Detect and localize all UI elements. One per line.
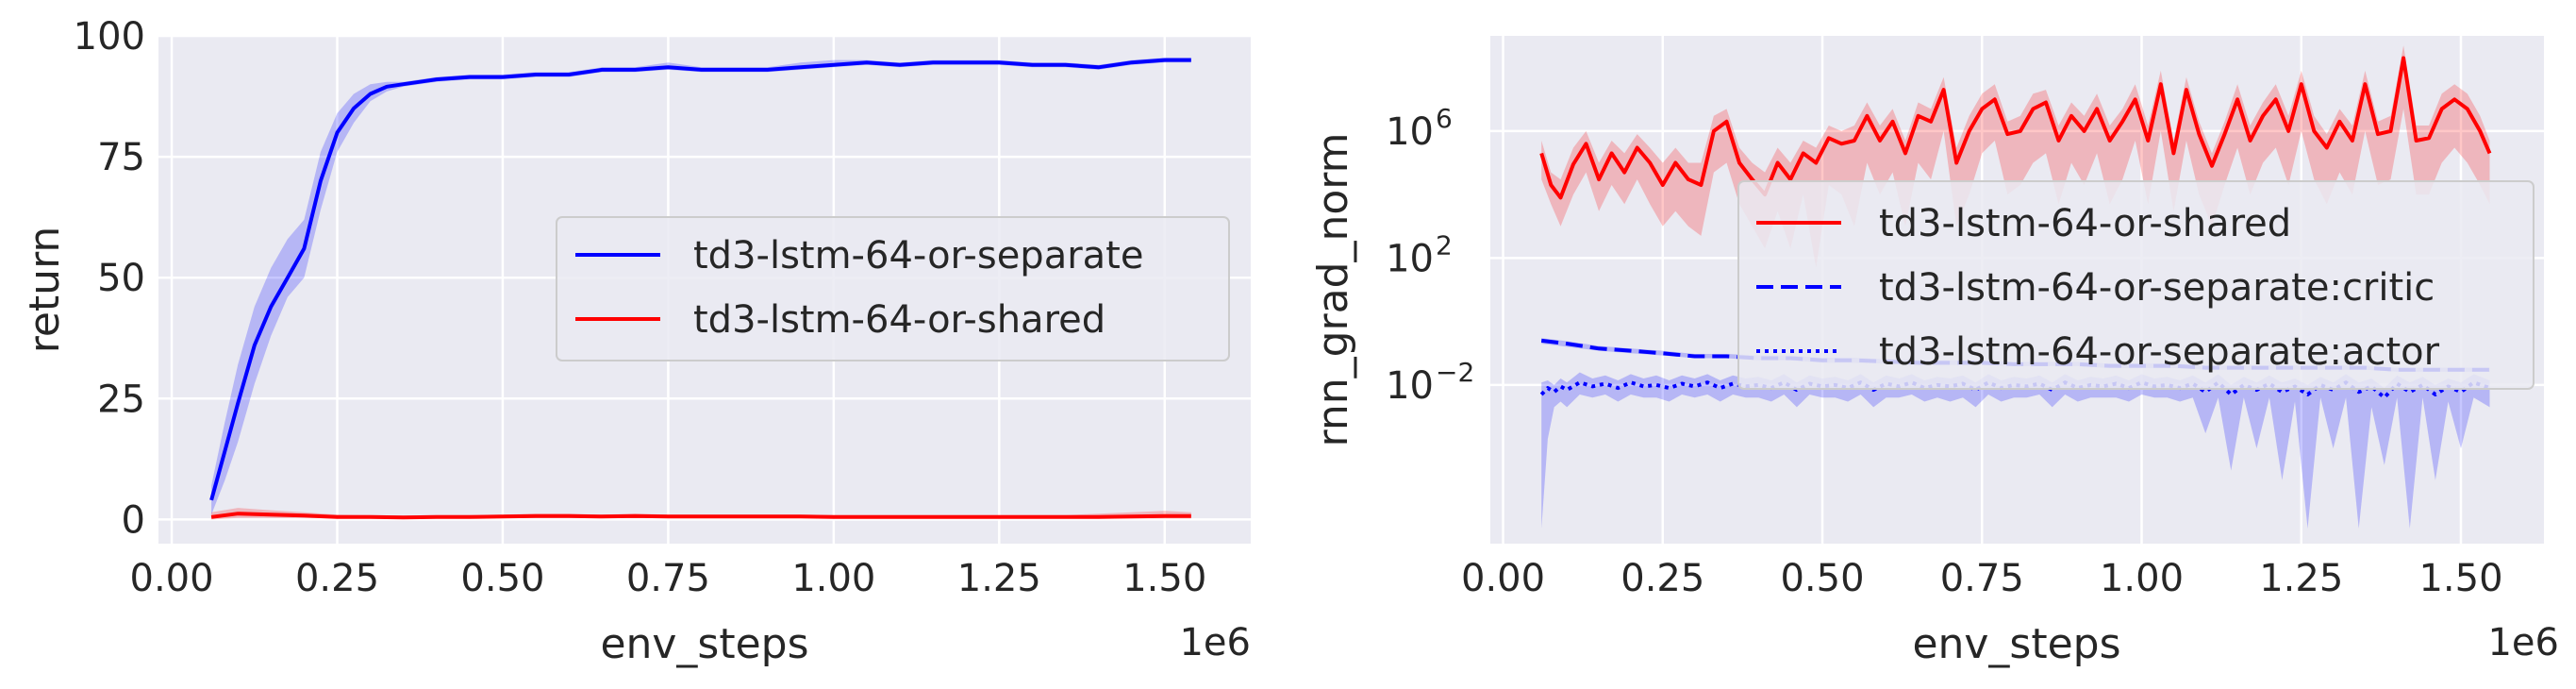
legend-label-shared: td3-lstm-64-or-shared xyxy=(693,298,1105,342)
x-tick-label: 0.25 xyxy=(295,557,379,600)
x-tick-label: 1.50 xyxy=(1122,557,1206,600)
x-offset-label: 1e6 xyxy=(2487,621,2559,664)
series-line xyxy=(210,512,1191,520)
y-axis-label: rnn_grad_norm xyxy=(1309,133,1357,447)
legend-box xyxy=(556,216,1230,361)
confidence-band xyxy=(1541,372,2490,529)
x-tick-label: 0.75 xyxy=(626,557,710,600)
series-line xyxy=(1539,56,2492,200)
y-tick-label: 100 xyxy=(74,15,145,59)
y-axis-label: return xyxy=(21,227,69,354)
x-tick-labels: 0.00 0.25 0.50 0.75 1.00 1.25 1.50 xyxy=(130,557,1207,600)
y-tick-exponent: 6 xyxy=(1436,103,1453,134)
x-tick-label: 0.75 xyxy=(1940,557,2024,600)
legend: td3-lstm-64-or-separate td3-lstm-64-or-s… xyxy=(556,216,1230,361)
x-tick-label: 1.50 xyxy=(2418,557,2502,600)
x-tick-labels: 0.00 0.25 0.50 0.75 1.00 1.25 1.50 xyxy=(1461,557,2503,600)
y-tick-exponent: 2 xyxy=(1436,229,1453,260)
x-tick-label: 1.25 xyxy=(2259,557,2343,600)
legend-box xyxy=(1737,180,2534,390)
x-tick-label: 1.25 xyxy=(957,557,1041,600)
legend-label-actor: td3-lstm-64-or-separate:actor xyxy=(1879,330,2440,374)
series-line xyxy=(209,58,1191,501)
series-lines xyxy=(209,58,1191,520)
legend-label-separate: td3-lstm-64-or-separate xyxy=(693,234,1143,277)
x-tick-label: 0.50 xyxy=(1780,557,1864,600)
y-tick-label: 25 xyxy=(97,378,145,421)
y-tick-label: 10 xyxy=(1386,364,1434,408)
y-tick-labels: 0 25 50 75 100 xyxy=(74,15,145,542)
x-tick-label: 1.00 xyxy=(2100,557,2184,600)
y-tick-label: 75 xyxy=(97,136,145,179)
legend-label-critic: td3-lstm-64-or-separate:critic xyxy=(1879,266,2435,310)
x-tick-label: 1.00 xyxy=(791,557,875,600)
x-offset-label: 1e6 xyxy=(1179,621,1251,664)
x-axis-label: env_steps xyxy=(600,620,808,668)
y-tick-exponent: −2 xyxy=(1436,357,1474,388)
chart-return: 0.00 0.25 0.50 0.75 1.00 1.25 1.50 0255075100 … xyxy=(21,15,1251,668)
x-axis-label: env_steps xyxy=(1912,620,2120,668)
y-tick-label: 10 xyxy=(1386,110,1434,154)
legend: td3-lstm-64-or-shared td3-lstm-64-or-sep… xyxy=(1737,180,2534,390)
x-tick-label: 0.00 xyxy=(130,557,214,600)
x-tick-label: 0.50 xyxy=(460,557,544,600)
y-tick-label: 50 xyxy=(97,257,145,300)
y-tick-label: 0 xyxy=(122,498,145,542)
legend-label-shared: td3-lstm-64-or-shared xyxy=(1879,202,2291,245)
y-tick-label: 10 xyxy=(1386,237,1434,280)
x-tick-label: 0.00 xyxy=(1461,557,1545,600)
x-tick-label: 0.25 xyxy=(1620,557,1704,600)
